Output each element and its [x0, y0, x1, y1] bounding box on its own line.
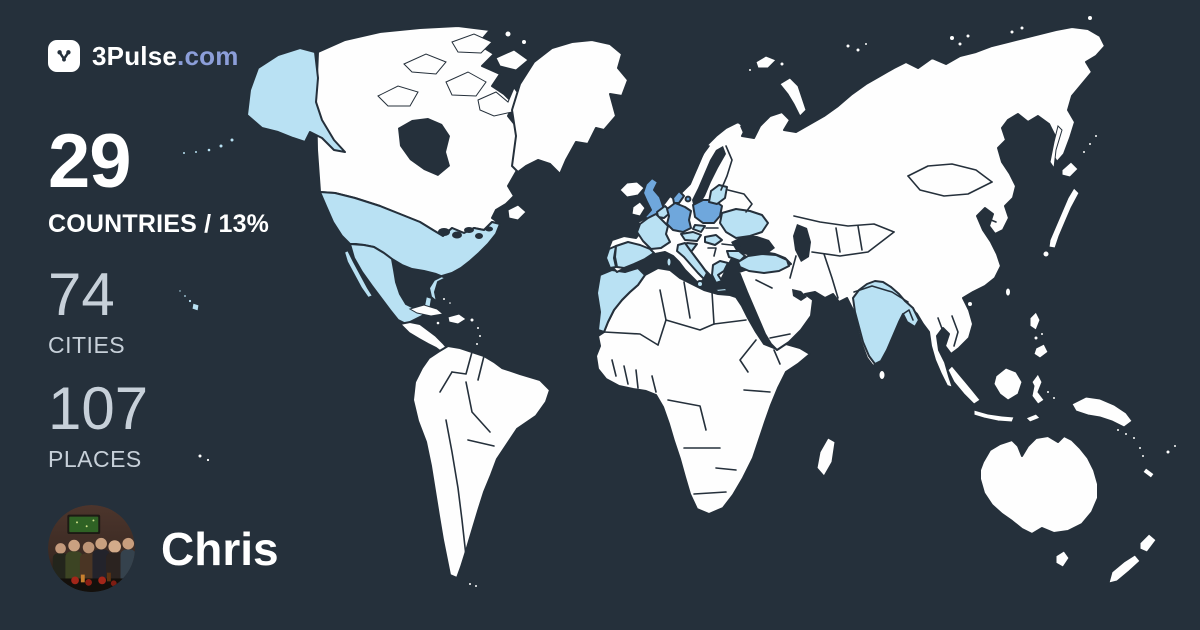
madagascar: [816, 437, 836, 477]
country-spain: [614, 241, 655, 269]
timor: [1025, 413, 1041, 423]
svalbard: [755, 55, 777, 69]
tasmania: [1055, 550, 1070, 568]
state-alaska: [246, 47, 346, 153]
brand-logo-icon: [48, 40, 80, 72]
region-oceania: [979, 428, 1177, 584]
avatar: [48, 505, 135, 592]
country-greenland: [511, 39, 629, 175]
black-sea: [731, 236, 775, 256]
places-count: 107: [48, 375, 149, 442]
baja-california: [343, 249, 374, 299]
sri-lanka: [878, 370, 886, 380]
baltic-sea: [692, 146, 726, 208]
region-asia: [748, 15, 1133, 428]
country-germany: [666, 202, 692, 233]
user-row: Chris: [48, 505, 279, 592]
novaya-zemlya: [779, 77, 807, 117]
sumatra: [947, 365, 981, 405]
country-france: [636, 213, 671, 250]
country-ireland: [631, 201, 646, 217]
country-poland: [692, 199, 723, 224]
honshu: [1048, 187, 1080, 249]
country-turkey: [737, 253, 790, 274]
crete: [715, 287, 728, 293]
cities-label: CITIES: [48, 332, 126, 358]
sulawesi: [1031, 373, 1045, 405]
baltic-states: [708, 184, 728, 205]
borneo: [993, 367, 1023, 401]
country-italy: [676, 242, 708, 280]
region-eurasia: [606, 26, 1106, 389]
country-austria: [680, 231, 702, 242]
region-south-america: [197, 345, 551, 588]
new-guinea: [1071, 396, 1133, 428]
cities-count: 74: [48, 261, 115, 328]
sakhalin: [1049, 125, 1063, 170]
brand-tld: .com: [177, 40, 239, 71]
country-denmark: [672, 190, 685, 204]
hudson-bay: [398, 118, 450, 176]
stats-panel: 29 COUNTRIES / 13% 74 CITIES 107 PLACES: [48, 124, 269, 473]
country-greece: [711, 260, 729, 284]
kyushu: [1042, 250, 1050, 258]
newfoundland: [507, 204, 527, 221]
hokkaido: [1061, 161, 1079, 178]
south-america: [412, 345, 551, 579]
pulse-nodes-icon: [57, 50, 71, 62]
country-czechia: [692, 224, 706, 233]
caspian-sea: [793, 224, 811, 262]
australia: [979, 435, 1099, 535]
country-morocco: [596, 267, 646, 333]
hainan: [967, 301, 973, 307]
java: [973, 409, 1015, 423]
sicily: [696, 280, 704, 288]
hispaniola: [447, 313, 467, 325]
taiwan: [1005, 287, 1011, 297]
region-europe: [605, 145, 790, 293]
user-name: Chris: [161, 522, 279, 575]
luzon: [1029, 311, 1041, 331]
new-zealand-north: [1139, 533, 1157, 553]
country-hungary: [704, 234, 723, 246]
country-india: [852, 280, 920, 365]
country-mexico: [349, 243, 433, 325]
countries-label: COUNTRIES / 13%: [48, 210, 270, 238]
white-sea: [740, 121, 750, 133]
places-label: PLACES: [48, 446, 142, 472]
brand-logo[interactable]: 3Pulse.com: [48, 40, 239, 72]
sardinia: [665, 256, 673, 268]
country-ukraine: [719, 208, 769, 239]
countries-count: 29: [48, 119, 132, 204]
country-iceland: [619, 181, 645, 198]
mindanao: [1033, 343, 1049, 359]
region-north-america: [178, 25, 629, 355]
great-lakes: [438, 228, 450, 236]
new-zealand-south: [1108, 554, 1141, 584]
brand-name: 3Pulse.com: [92, 40, 239, 71]
persian-gulf: [792, 289, 807, 301]
new-caledonia: [1142, 467, 1155, 479]
region-africa: [595, 267, 836, 515]
avatar-photo: [48, 505, 135, 592]
africa: [595, 267, 811, 515]
hawaii: [178, 289, 182, 293]
cuba: [408, 304, 445, 317]
